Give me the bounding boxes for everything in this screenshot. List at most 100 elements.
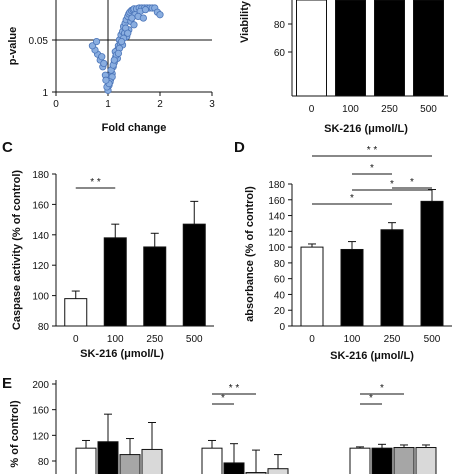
panel-d-y-tick-label: 140 bbox=[268, 212, 285, 223]
panel-a-data-point bbox=[88, 42, 97, 50]
panel-c-bar-500 bbox=[182, 223, 206, 327]
panel-b-x-tick-label: 250 bbox=[381, 104, 398, 115]
panel-c-x-tick-label: 100 bbox=[107, 334, 124, 345]
panel-a-data-point bbox=[114, 49, 123, 57]
panel-a-data-point bbox=[102, 76, 110, 84]
panel-a-data-point bbox=[100, 59, 108, 68]
panel-e-bar bbox=[223, 462, 245, 474]
panel-e-significance-label: * bbox=[221, 393, 225, 404]
panel-b-y-tick-label: 60 bbox=[274, 48, 286, 59]
panel-d-y-tick-label: 120 bbox=[268, 227, 285, 238]
panel-e-bar bbox=[201, 447, 223, 474]
panel-c-x-tick-label: 250 bbox=[146, 334, 163, 345]
panel-c-xlabel: SK-216 (μmol/L) bbox=[80, 348, 164, 360]
panel-d-significance-label: * bbox=[390, 179, 394, 190]
panel-e-ylabel: % of control) bbox=[9, 400, 21, 468]
panel-a-data-point bbox=[92, 37, 101, 46]
panel-a-plot-area: 0 1 2 30.051 bbox=[29, 0, 215, 110]
panel-d-y-tick-label: 0 bbox=[279, 322, 285, 333]
panel-b-plot-area: 0 100 250 500 60 80 bbox=[274, 0, 448, 115]
panel-c-bar-100 bbox=[103, 237, 127, 327]
panel-e-bar bbox=[415, 447, 437, 474]
panel-b-bar-500 bbox=[413, 0, 444, 97]
panel-d-y-tick-label: 100 bbox=[268, 243, 285, 254]
panel-e-grouped-chart: E % of control) 80 120 160 200 * * * * * bbox=[2, 375, 437, 474]
panel-e-bar bbox=[75, 447, 97, 474]
panel-d-xlabel: SK-216 (μmol/L) bbox=[330, 350, 414, 362]
panel-d-ylabel: absorbance (% of control) bbox=[244, 186, 256, 322]
panel-d-x-tick-label: 500 bbox=[424, 334, 441, 345]
panel-d-bar-0 bbox=[300, 246, 324, 327]
panel-a-x-tick-label: 0 bbox=[53, 99, 59, 110]
panel-e-bar bbox=[97, 441, 119, 474]
panel-a-y-tick-label: 0.05 bbox=[29, 36, 49, 47]
panel-e-bar bbox=[371, 447, 393, 474]
panel-c-y-tick-label: 80 bbox=[38, 322, 50, 333]
panel-a-data-point bbox=[139, 14, 147, 22]
panel-b-ylabel: Viability bbox=[239, 0, 251, 43]
panel-d-significance-label: * bbox=[410, 177, 414, 188]
panel-c-ylabel: Caspase activity (% of control) bbox=[11, 170, 23, 330]
panel-c-x-tick-label: 500 bbox=[186, 334, 203, 345]
panel-c-bar-250 bbox=[143, 246, 167, 327]
panel-a-data-point bbox=[128, 14, 136, 22]
panel-c-y-tick-label: 120 bbox=[32, 261, 49, 272]
panel-e-y-tick-label: 80 bbox=[38, 457, 50, 468]
panel-a-data-point bbox=[124, 29, 132, 37]
panel-b-viability-chart: Viability SK-216 (μmol/L) 0 100 250 500 60 80 bbox=[239, 0, 448, 135]
panel-b-xlabel: SK-216 (μmol/L) bbox=[324, 123, 408, 135]
panel-a-x-tick-label: 2 bbox=[157, 99, 163, 110]
panel-d-bar-100 bbox=[340, 248, 364, 327]
panel-c-y-tick-label: 180 bbox=[32, 170, 49, 181]
panel-d-bar-250 bbox=[380, 229, 404, 327]
panel-a-ylabel: p-value bbox=[7, 27, 19, 66]
panel-d-y-tick-label: 180 bbox=[268, 180, 285, 191]
panel-e-significance-label: * bbox=[380, 383, 384, 394]
panel-b-x-tick-label: 0 bbox=[309, 104, 315, 115]
panel-b-x-tick-label: 100 bbox=[342, 104, 359, 115]
panel-b-bar-250 bbox=[374, 0, 405, 97]
panel-b-bar-100 bbox=[335, 0, 366, 97]
panel-d-letter: D bbox=[234, 139, 245, 156]
panel-d-y-tick-label: 80 bbox=[274, 259, 286, 270]
panel-c-plot-area: 80 100 120 140 160 180 0 100 250 500 * * bbox=[32, 170, 214, 345]
panel-e-significance-label: * bbox=[369, 393, 373, 404]
panel-d-bar-500 bbox=[420, 200, 444, 327]
panel-b-x-tick-label: 500 bbox=[420, 104, 437, 115]
panel-d-significance-label: * bbox=[350, 193, 354, 204]
panel-e-bar bbox=[141, 448, 163, 474]
panel-e-significance-label: * * bbox=[229, 383, 240, 394]
panel-a-data-point bbox=[110, 56, 118, 64]
panel-d-x-tick-label: 250 bbox=[384, 334, 401, 345]
panel-c-y-tick-label: 100 bbox=[32, 292, 49, 303]
panel-b-bar-0 bbox=[296, 0, 327, 97]
panel-e-y-tick-label: 200 bbox=[32, 380, 49, 391]
panel-c-caspase-chart: C Caspase activity (% of control) SK-216… bbox=[2, 139, 214, 360]
panel-a-data-point bbox=[141, 6, 150, 14]
panel-d-plot-area: 0 20 40 60 80 100 120 140 160 180 0 100 250 500 * * * * *… bbox=[268, 145, 452, 345]
panel-a-data-point bbox=[98, 53, 106, 61]
panel-e-y-tick-label: 120 bbox=[32, 431, 49, 442]
panel-c-y-tick-label: 160 bbox=[32, 200, 49, 211]
panel-e-bar bbox=[119, 454, 141, 474]
panel-a-volcano-plot: p-value Fold change 0 1 2 30.051 bbox=[7, 0, 215, 134]
panel-a-xlabel: Fold change bbox=[102, 122, 167, 134]
panel-c-letter: C bbox=[2, 139, 13, 156]
panel-d-absorbance-chart: D absorbance (% of control) SK-216 (μmol… bbox=[234, 139, 452, 362]
panel-a-data-point bbox=[117, 37, 126, 46]
panel-d-y-tick-label: 160 bbox=[268, 196, 285, 207]
panel-e-y-tick-label: 160 bbox=[32, 406, 49, 417]
panel-d-x-tick-label: 0 bbox=[309, 334, 315, 345]
panel-c-significance-label: * * bbox=[90, 177, 101, 188]
panel-e-bar bbox=[393, 447, 415, 474]
panel-d-significance-label: * * bbox=[367, 145, 378, 156]
panel-a-data-point bbox=[156, 11, 164, 19]
panel-b-y-tick-label: 80 bbox=[274, 20, 286, 31]
panel-e-letter: E bbox=[2, 375, 12, 392]
panel-a-data-point bbox=[130, 21, 138, 29]
panel-c-y-tick-label: 140 bbox=[32, 231, 49, 242]
panel-a-x-tick-label: 3 bbox=[209, 99, 215, 110]
panel-d-x-tick-label: 100 bbox=[344, 334, 361, 345]
panel-a-y-tick-label: 1 bbox=[42, 88, 48, 99]
